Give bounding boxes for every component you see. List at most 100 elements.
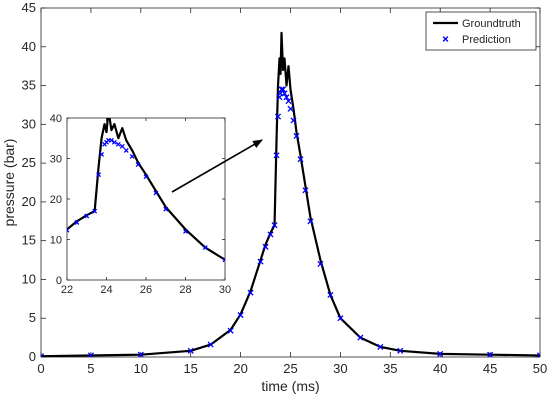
prediction-marker-x (247, 289, 254, 296)
inset-prediction-marker-x (96, 172, 102, 178)
prediction-marker-x (274, 113, 282, 120)
inset-y-tick-label: 10 (50, 235, 62, 247)
prediction-marker-x (397, 347, 404, 354)
prediction-marker-x (536, 352, 540, 357)
inset-x-tick-label: 24 (100, 284, 112, 296)
prediction-marker-x (337, 315, 344, 322)
inset-x-tick-label: 28 (179, 284, 191, 296)
x-tick-label: 25 (283, 361, 297, 376)
prediction-marker-x (279, 86, 287, 93)
inset-prediction-marker (153, 190, 159, 196)
prediction-marker-x (302, 187, 309, 194)
inset-prediction-marker (135, 162, 141, 168)
inset-prediction-marker (183, 228, 188, 234)
prediction-marker-x (297, 156, 304, 163)
prediction-marker (137, 351, 144, 357)
prediction-marker (267, 231, 274, 238)
prediction-marker (279, 86, 287, 93)
inset-prediction-marker (163, 206, 169, 212)
inset-prediction-marker (84, 213, 90, 219)
x-tick-label: 0 (37, 361, 44, 376)
legend-prediction-label: Prediction (462, 34, 511, 46)
inset-prediction-marker (222, 257, 225, 263)
inset-y-tick-label: 40 (50, 113, 62, 125)
prediction-marker-x (87, 352, 94, 357)
x-tick-label: 30 (333, 361, 347, 376)
prediction-marker (273, 152, 280, 159)
prediction-marker (271, 222, 278, 229)
prediction-marker (297, 156, 304, 163)
inset-prediction-marker-x (123, 147, 129, 153)
y-tick-label: 5 (29, 310, 36, 325)
inset-prediction-marker (143, 174, 149, 180)
inset-prediction-marker-x (99, 151, 105, 157)
inset-prediction-marker-x (163, 206, 169, 212)
prediction-marker (397, 347, 404, 354)
prediction-marker (281, 90, 288, 97)
prediction-marker (536, 352, 540, 357)
prediction-marker (437, 350, 444, 357)
legend-groundtruth-label: Groundtruth (462, 18, 521, 30)
y-tick-label: 30 (22, 116, 36, 131)
y-tick-label: 35 (22, 78, 36, 93)
prediction-marker-x (283, 94, 290, 101)
prediction-marker-x (262, 243, 269, 250)
inset-prediction-marker-x (143, 174, 149, 180)
y-axis-title: pressure (bar) (1, 139, 17, 227)
x-tick-label: 10 (134, 361, 148, 376)
inset-prediction-marker-x (84, 213, 90, 219)
inset-prediction-marker (96, 172, 102, 178)
prediction-marker-x (327, 291, 334, 299)
x-axis-title: time (ms) (261, 378, 319, 394)
inset-prediction-marker-x (183, 228, 188, 234)
inset-prediction-marker-x (115, 141, 121, 147)
prediction-marker-x (187, 347, 194, 354)
zoom-arrow (171, 139, 263, 193)
inset-prediction-marker (202, 245, 208, 251)
prediction-marker-x (287, 105, 294, 112)
x-tick-label: 35 (383, 361, 397, 376)
inset-prediction-marker-x (222, 257, 225, 263)
inset-y-tick-label: 0 (56, 275, 62, 287)
prediction-marker (285, 98, 292, 105)
inset-prediction-marker-x (202, 245, 208, 251)
inset-prediction-marker-x (129, 154, 135, 159)
inset-prediction-marker (108, 137, 114, 143)
y-tick-label: 0 (29, 349, 36, 364)
inset-prediction-marker-x (74, 220, 80, 225)
prediction-marker-x (137, 351, 144, 357)
inset-prediction-marker-x (67, 227, 70, 233)
inset-series-groundtruth-line (67, 118, 225, 261)
prediction-marker (317, 260, 324, 267)
prediction-marker-x (285, 98, 292, 105)
x-tick-label: 5 (87, 361, 94, 376)
prediction-marker-x (41, 353, 45, 357)
inset-axes-frame (66, 117, 226, 281)
inset-prediction-marker-x (153, 190, 159, 196)
prediction-marker (290, 117, 297, 124)
prediction-marker (283, 94, 290, 101)
prediction-marker-x (357, 334, 364, 341)
legend: Groundtruth Prediction (425, 11, 537, 51)
inset-prediction-marker (74, 220, 80, 225)
prediction-marker-x (237, 312, 244, 319)
y-tick-label: 15 (22, 233, 36, 248)
x-tick-label: 45 (483, 361, 497, 376)
prediction-marker-x (377, 343, 384, 350)
prediction-marker-x (281, 90, 288, 97)
prediction-marker (327, 291, 334, 299)
prediction-marker (377, 343, 384, 350)
prediction-marker (87, 352, 94, 357)
prediction-marker-x (317, 260, 324, 267)
inset-prediction-marker (67, 227, 70, 233)
zoom-arrow-line (171, 139, 263, 193)
inset-prediction-marker (111, 139, 117, 145)
inset-x-tick-label: 30 (219, 284, 231, 296)
prediction-marker (287, 105, 294, 112)
prediction-marker-x (267, 231, 274, 238)
prediction-marker-x (227, 327, 234, 334)
inset-y-tick-label: 30 (50, 154, 62, 166)
y-tick-label: 10 (22, 271, 36, 286)
inset-prediction-marker-x (135, 162, 141, 168)
prediction-marker (487, 351, 494, 357)
